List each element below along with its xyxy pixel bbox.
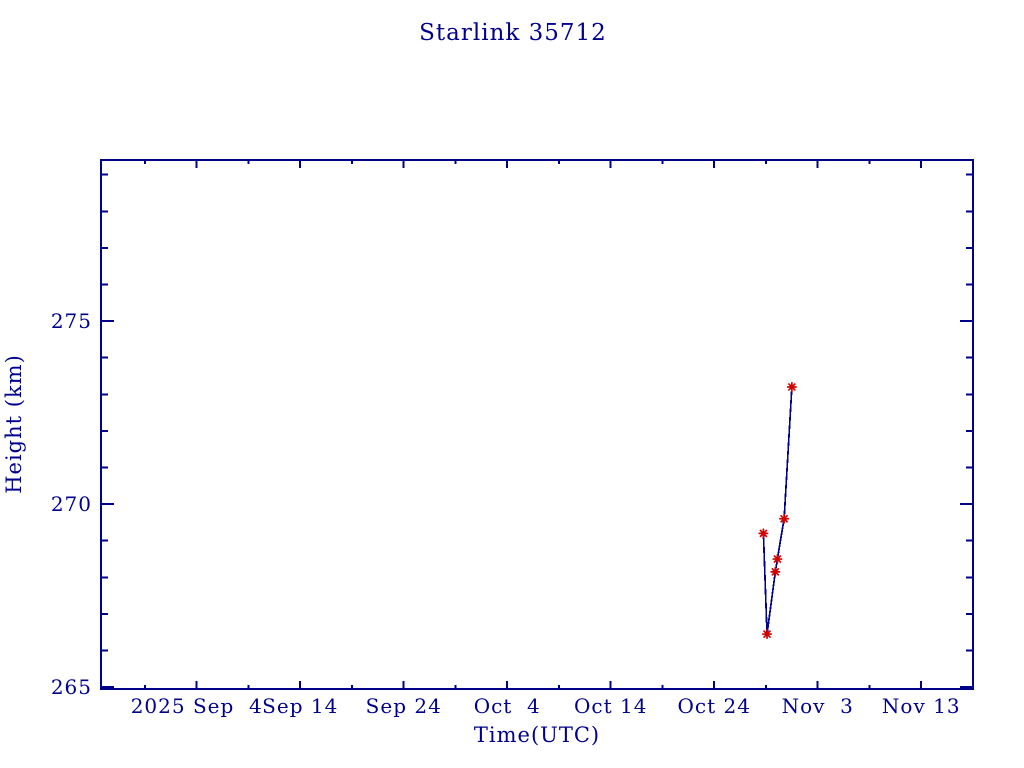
plot-tick-labels: 2025 Sep 4 Sep 14 Sep 24 Oct 4 Oct 14 Oct 24 N… xyxy=(51,309,961,718)
x-tick-label: Sep 14 xyxy=(262,694,338,718)
x-tick-label: Nov 3 xyxy=(782,694,854,718)
data-point-marker xyxy=(772,553,783,565)
height-line xyxy=(762,386,793,635)
marker-arm xyxy=(788,383,796,391)
plot-series xyxy=(758,381,797,640)
data-point-marker xyxy=(758,528,769,539)
x-tick-label: Oct 4 xyxy=(474,694,541,718)
y-axis-title: Height (km) xyxy=(2,354,26,494)
marker-arm xyxy=(771,568,780,576)
marker-arm xyxy=(773,555,782,563)
x-tick-label: Oct 24 xyxy=(678,694,751,718)
y-tick-label: 265 xyxy=(51,675,92,699)
marker-arm xyxy=(763,630,771,638)
y-tick-label: 270 xyxy=(51,492,92,516)
x-tick-label: Nov 13 xyxy=(882,694,961,718)
data-point-marker xyxy=(770,566,781,577)
chart-title: Starlink 35712 xyxy=(419,20,607,46)
data-point-marker xyxy=(761,629,773,640)
x-axis-title: Time(UTC) xyxy=(474,723,600,747)
marker-arm xyxy=(759,529,768,538)
marker-arm xyxy=(780,514,788,523)
x-tick-label: Sep 24 xyxy=(366,694,442,718)
plot-border xyxy=(100,159,974,690)
x-tick-label: 2025 Sep 4 xyxy=(131,694,263,718)
plot-ticks xyxy=(101,160,973,689)
data-point-marker xyxy=(786,381,797,393)
plot-frame xyxy=(100,159,974,690)
x-tick-label: Oct 14 xyxy=(574,694,647,718)
y-tick-label: 275 xyxy=(51,309,92,333)
data-point-marker xyxy=(779,513,790,524)
